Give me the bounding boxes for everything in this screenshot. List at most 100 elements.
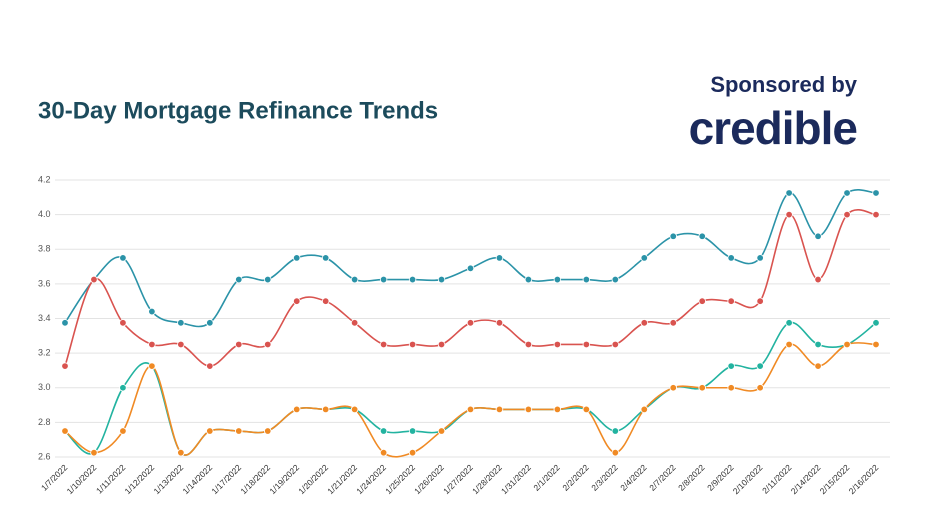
data-point: [408, 427, 417, 435]
data-point: [698, 384, 706, 392]
data-point: [61, 362, 69, 370]
data-point: [264, 275, 272, 284]
data-point: [177, 448, 185, 457]
data-point: [148, 340, 156, 349]
data-point: [611, 448, 620, 457]
data-point: [321, 254, 330, 262]
data-point: [872, 210, 880, 219]
data-point: [206, 362, 214, 370]
data-point: [611, 427, 620, 435]
data-point: [785, 340, 793, 349]
data-point: [669, 319, 677, 327]
x-tick-label: 1/12/2022: [122, 462, 156, 496]
data-point: [235, 275, 243, 284]
data-point: [843, 189, 851, 197]
x-tick-label: 1/11/2022: [94, 462, 128, 496]
data-point: [785, 189, 793, 197]
data-point: [235, 340, 243, 349]
data-point: [466, 264, 475, 272]
x-tick-label: 2/15/2022: [818, 462, 852, 496]
x-tick-label: 2/2/2022: [560, 462, 591, 493]
x-tick-label: 1/27/2022: [441, 462, 475, 496]
x-tick-label: 1/31/2022: [499, 462, 533, 496]
y-tick-label: 3.8: [38, 244, 51, 254]
x-tick-label: 2/11/2022: [760, 462, 794, 496]
data-point: [466, 319, 475, 327]
data-point: [379, 275, 388, 284]
data-point: [321, 297, 330, 305]
y-tick-label: 3.6: [38, 278, 51, 288]
series-line: [64, 321, 877, 456]
x-tick-label: 2/1/2022: [531, 462, 562, 493]
data-point: [843, 340, 851, 349]
data-point: [582, 405, 591, 414]
data-point: [756, 384, 764, 392]
data-point: [379, 340, 388, 349]
data-point: [408, 448, 417, 457]
data-point: [206, 427, 214, 435]
data-point: [582, 340, 591, 349]
x-tick-label: 1/14/2022: [180, 462, 214, 496]
data-point: [814, 275, 822, 284]
data-point: [379, 427, 388, 435]
data-point: [814, 232, 822, 240]
x-tick-label: 1/28/2022: [470, 462, 504, 496]
x-tick-label: 2/14/2022: [789, 462, 823, 496]
data-point: [553, 275, 562, 284]
data-point: [119, 427, 127, 435]
data-point: [148, 362, 156, 370]
data-point: [408, 340, 417, 349]
data-point: [264, 340, 272, 349]
y-tick-label: 3.0: [38, 382, 51, 392]
data-point: [293, 254, 301, 262]
x-tick-label: 2/7/2022: [647, 462, 678, 493]
data-point: [611, 340, 620, 349]
x-tick-label: 1/26/2022: [412, 462, 446, 496]
data-point: [177, 340, 185, 349]
data-point: [640, 405, 648, 414]
data-point: [524, 405, 533, 414]
x-tick-label: 1/18/2022: [238, 462, 272, 496]
data-point: [872, 319, 880, 327]
data-point: [611, 275, 620, 284]
data-point: [119, 254, 127, 262]
x-tick-label: 2/16/2022: [847, 462, 881, 496]
x-tick-label: 1/19/2022: [267, 462, 301, 496]
x-tick-label: 1/10/2022: [65, 462, 99, 496]
data-point: [727, 362, 735, 370]
data-point: [524, 340, 533, 349]
x-tick-label: 2/4/2022: [618, 462, 649, 493]
series-line: [64, 342, 877, 458]
data-point: [553, 405, 562, 414]
data-point: [119, 384, 127, 392]
y-tick-label: 2.8: [38, 417, 51, 427]
data-point: [90, 275, 98, 284]
data-point: [466, 405, 475, 414]
data-point: [495, 319, 504, 327]
x-tick-label: 1/24/2022: [354, 462, 388, 496]
data-point: [640, 319, 648, 327]
data-point: [495, 254, 504, 262]
data-point: [640, 254, 648, 262]
sponsor-label: Sponsored by: [710, 72, 857, 97]
data-point: [814, 340, 822, 349]
data-point: [321, 405, 330, 414]
data-point: [756, 254, 764, 262]
data-point: [756, 297, 764, 305]
data-point: [727, 254, 735, 262]
x-tick-label: 2/10/2022: [731, 462, 765, 496]
data-point: [727, 297, 735, 305]
data-point: [785, 210, 793, 219]
x-tick-label: 1/17/2022: [209, 462, 243, 496]
data-point: [785, 319, 793, 327]
data-point: [698, 297, 706, 305]
sponsor-logo: credible: [689, 102, 858, 154]
x-tick-label: 1/20/2022: [296, 462, 330, 496]
data-point: [350, 405, 359, 414]
data-point: [698, 232, 706, 240]
data-point: [872, 340, 880, 349]
data-point: [582, 275, 591, 284]
data-point: [293, 405, 301, 414]
data-point: [264, 427, 272, 435]
